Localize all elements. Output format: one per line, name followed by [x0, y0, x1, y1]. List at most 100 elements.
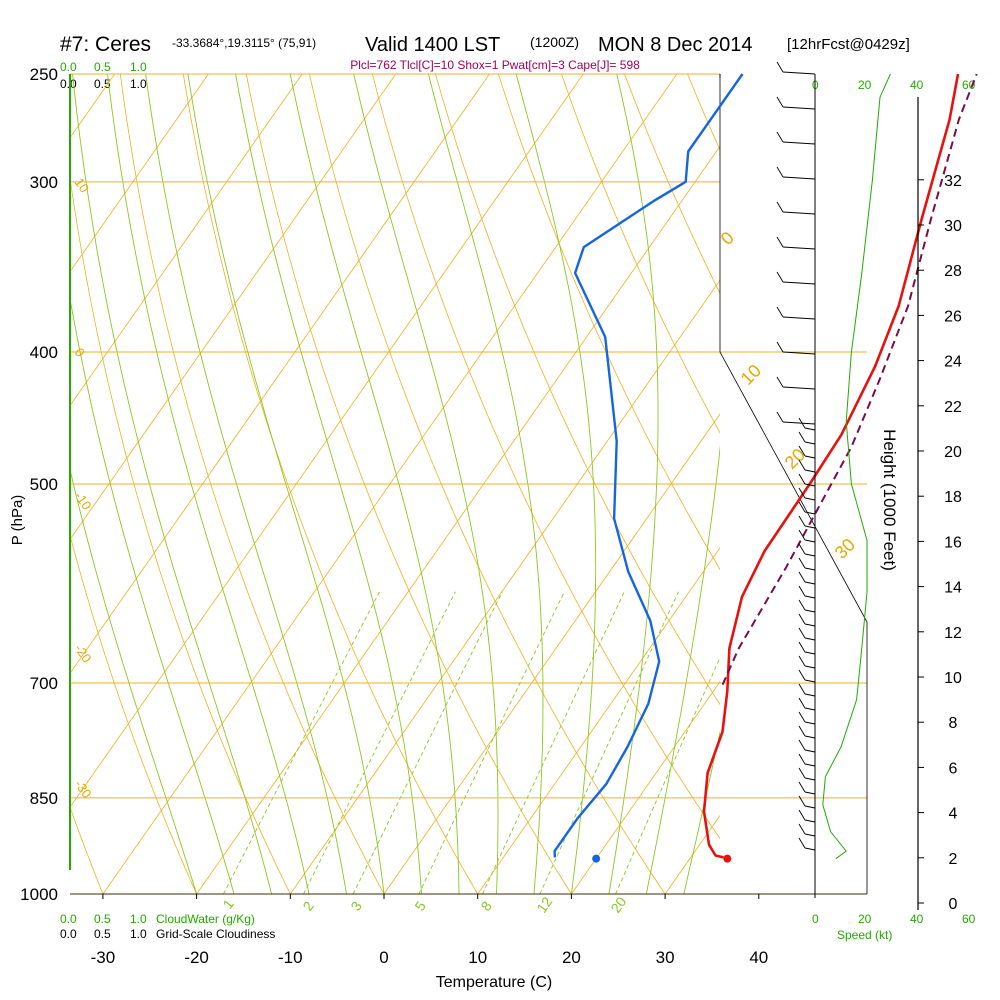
- height-tick-label: 32: [944, 173, 962, 190]
- height-tick-label: 22: [944, 399, 962, 416]
- temperature-tick-label: 0: [379, 948, 388, 967]
- speed-bottom-zero: 0: [812, 912, 819, 926]
- moist-adiabat-line: [70, 296, 235, 894]
- wind-barb-flag: [798, 543, 806, 555]
- wind-barb-flag: [776, 166, 784, 178]
- wind-barb-flag: [776, 96, 784, 108]
- wind-barb: [804, 637, 816, 641]
- height-tick-label: 30: [944, 218, 962, 235]
- cloud-bottom-black-1: 0.5: [94, 927, 111, 941]
- wind-barb-flag: [776, 236, 784, 248]
- wind-barb: [782, 386, 816, 390]
- speed-profile: [822, 73, 891, 860]
- wind-barb: [804, 749, 816, 753]
- wind-barb: [804, 609, 816, 613]
- dry-adiabat-line: [70, 533, 197, 894]
- moist-adiabat-line: [107, 74, 310, 894]
- height-tick-label: 10: [944, 670, 962, 687]
- wind-barb: [804, 441, 816, 445]
- wind-barb-flag: [798, 809, 806, 821]
- height-tick-label: 2: [949, 851, 958, 868]
- temperature-tick-label: -20: [184, 948, 209, 967]
- cloud-top-black-2: 1.0: [130, 77, 147, 91]
- dry-adiabat-line: [309, 74, 666, 894]
- surface-temperature-dot: [723, 854, 732, 863]
- wind-barb-flag: [798, 683, 806, 695]
- wind-barb: [804, 497, 816, 501]
- wind-barb: [804, 455, 816, 459]
- wind-barb-flag: [798, 599, 806, 611]
- dry-adiabat-line: [561, 74, 720, 434]
- dry-adiabat-label: 10: [737, 361, 765, 389]
- wind-barb: [804, 721, 816, 725]
- wind-barb: [804, 777, 816, 781]
- wind-barb: [804, 833, 816, 837]
- height-tick-label: 8: [949, 715, 958, 732]
- wind-barb-flag: [798, 641, 806, 653]
- wind-barb: [804, 665, 816, 669]
- height-tick-label: 0: [949, 896, 958, 913]
- cloud-bottom-black-0: 0.0: [60, 927, 77, 941]
- cloud-top-green-0: 0.0: [60, 60, 77, 74]
- wind-barb-flag: [798, 697, 806, 709]
- wind-barb-flag: [798, 557, 806, 569]
- wind-barb: [782, 421, 816, 425]
- wind-barb: [782, 176, 816, 180]
- wind-barb: [804, 679, 816, 683]
- wind-barb-flag: [798, 627, 806, 639]
- wind-barb: [782, 316, 816, 320]
- wind-barb: [782, 211, 816, 215]
- moist-adiabat-line: [427, 74, 544, 894]
- zulu-time: (1200Z): [530, 34, 579, 50]
- wind-barb-flag: [798, 711, 806, 723]
- mixing-ratio-line: [482, 591, 625, 894]
- wind-barb-flag: [798, 529, 806, 541]
- wind-barb: [804, 595, 816, 599]
- moist-adiabat-line: [645, 445, 720, 894]
- wind-barb: [804, 763, 816, 767]
- wind-barb-flag: [798, 781, 806, 793]
- height-tick-label: 14: [944, 580, 962, 597]
- cloud-top-black-1: 0.5: [94, 77, 111, 91]
- pressure-tick-label: 400: [30, 343, 58, 362]
- dry-adiabat-line: [70, 175, 291, 894]
- wind-barb: [804, 651, 816, 655]
- height-tick-label: 18: [944, 489, 962, 506]
- valid-time: Valid 1400 LST: [365, 34, 500, 56]
- mixing-ratio-label: 3: [347, 898, 365, 914]
- temperature-tick-label: 20: [562, 948, 581, 967]
- temperature-tick-label: 40: [749, 948, 768, 967]
- dry-adiabat-line: [435, 74, 720, 706]
- axis-ticks: 0246810121416182022242628303225030040050…: [20, 65, 962, 967]
- wind-barb-flag: [798, 501, 806, 513]
- wind-barb: [804, 553, 816, 557]
- wind-barb: [782, 351, 816, 355]
- wind-barb: [782, 71, 816, 75]
- pressure-axis-label: P (hPa): [9, 495, 26, 546]
- speed-bottom-60: 60: [962, 912, 976, 926]
- temperature-tick-label: -10: [278, 948, 303, 967]
- temperature-tick-label: -30: [91, 948, 116, 967]
- isotherm-line: [477, 547, 720, 894]
- wind-barb: [804, 469, 816, 473]
- mixing-ratio-label: 8: [477, 898, 495, 914]
- wind-barb-flag: [798, 431, 806, 443]
- dry-adiabat-label: 30: [831, 535, 859, 563]
- forecast-date: MON 8 Dec 2014: [598, 34, 753, 56]
- wind-barb-flag: [798, 837, 806, 849]
- wind-barb-flag: [798, 459, 806, 471]
- mixing-ratio-label: 5: [411, 898, 429, 914]
- speed-axis-label: Speed (kt): [837, 928, 892, 942]
- wind-barb-flag: [776, 341, 784, 353]
- wind-barb-flag: [798, 655, 806, 667]
- height-tick-label: 12: [944, 625, 962, 642]
- pressure-tick-label: 500: [30, 475, 58, 494]
- wind-barbs: [776, 61, 891, 898]
- mixing-ratio-line: [352, 591, 503, 894]
- plot-area: [553, 73, 978, 863]
- speed-top-60: 60: [962, 78, 976, 92]
- dry-adiabat-line: [245, 74, 572, 894]
- surface-dewpoint-dot: [592, 854, 601, 863]
